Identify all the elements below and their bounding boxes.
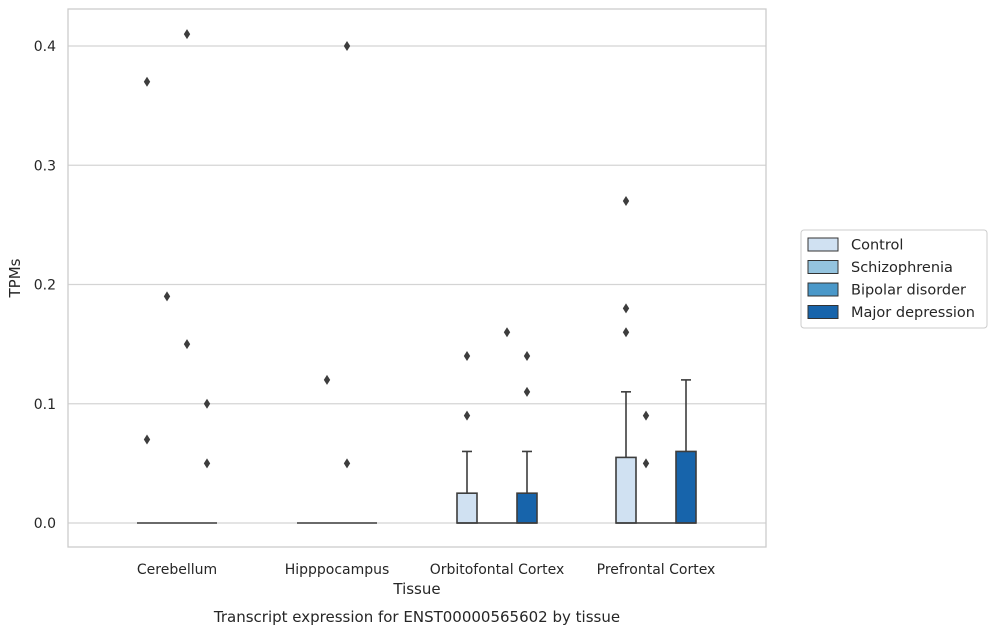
legend-swatch xyxy=(807,260,839,274)
outlier-point xyxy=(622,303,630,314)
legend-label: Control xyxy=(851,238,903,254)
outlier-point xyxy=(642,458,650,469)
outlier-point xyxy=(203,398,211,409)
outlier-point xyxy=(143,76,151,87)
outlier-point xyxy=(523,386,531,397)
x-axis-label: Tissue xyxy=(392,580,440,598)
y-tick-labels: 0.0 0.1 0.2 0.3 0.4 xyxy=(34,39,56,532)
legend-label: Bipolar disorder xyxy=(851,283,966,299)
outlier-point xyxy=(143,434,151,445)
outlier-point xyxy=(343,41,351,51)
outlier-point xyxy=(163,291,171,302)
outlier-point xyxy=(183,29,191,40)
outlier-point xyxy=(622,327,630,338)
y-tick-label: 0.3 xyxy=(34,158,56,174)
box xyxy=(615,456,637,524)
x-tick-label: Cerebellum xyxy=(137,562,217,578)
x-tick-label: Hipppocampus xyxy=(285,562,390,578)
outlier-point xyxy=(622,196,630,207)
outlier-point xyxy=(523,351,531,362)
box xyxy=(456,492,478,524)
outlier-point xyxy=(642,410,650,421)
outlier-point xyxy=(343,458,351,469)
y-tick-label: 0.1 xyxy=(34,397,56,413)
legend: Control Schizophrenia Bipolar disorder Majo… xyxy=(800,229,988,329)
legend-frame xyxy=(800,229,988,329)
outlier-point xyxy=(503,327,511,338)
legend-swatch xyxy=(807,282,839,297)
outlier-point xyxy=(203,458,211,469)
box xyxy=(516,492,538,524)
x-tick-labels: Cerebellum Hipppocampus Orbitofontal Corte… xyxy=(137,562,715,578)
legend-swatch xyxy=(807,305,839,319)
y-tick-label: 0.2 xyxy=(34,278,56,294)
legend-label: Schizophrenia xyxy=(851,260,953,276)
outlier-point xyxy=(183,339,191,350)
x-tick-label: Prefrontal Cortex xyxy=(597,562,716,578)
box xyxy=(675,450,697,524)
legend-swatch xyxy=(807,237,839,252)
outlier-point xyxy=(323,374,331,385)
outlier-point xyxy=(463,410,471,421)
x-tick-label: Orbitofontal Cortex xyxy=(430,562,565,578)
chart-caption: Transcript expression for ENST0000056560… xyxy=(213,608,620,626)
outlier-point xyxy=(463,351,471,362)
plot-background xyxy=(68,9,766,547)
boxes xyxy=(137,29,697,524)
y-tick-label: 0.4 xyxy=(34,39,56,55)
y-axis-label: TPMs xyxy=(6,258,24,298)
y-tick-label: 0.0 xyxy=(34,516,56,532)
legend-label: Major depression xyxy=(851,305,975,321)
plot-frame xyxy=(67,8,767,548)
